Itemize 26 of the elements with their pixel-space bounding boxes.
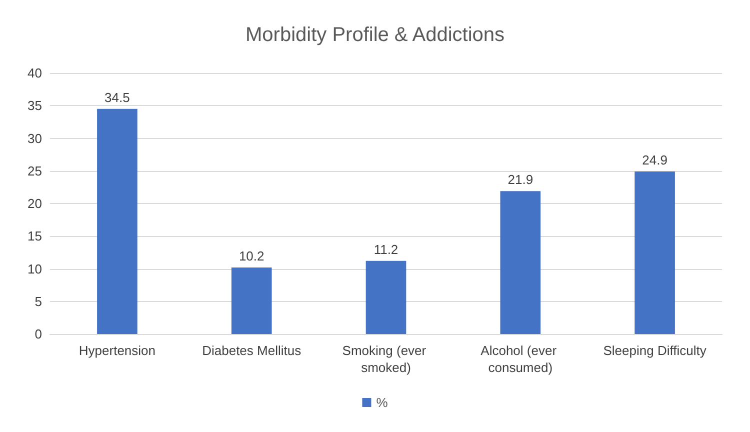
- y-tick-label: 30: [28, 130, 42, 146]
- x-tick-label: Alcohol (ever consumed): [480, 343, 560, 375]
- y-tick-label: 35: [28, 98, 42, 114]
- chart-title: Morbidity Profile & Addictions: [245, 24, 505, 46]
- y-tick-label: 5: [34, 294, 42, 309]
- y-tick-label: 20: [28, 196, 42, 211]
- bar: [97, 108, 138, 334]
- bar: [500, 191, 541, 334]
- x-tick-label: Diabetes Mellitus: [202, 343, 302, 358]
- bar: [231, 267, 272, 334]
- data-label: 24.9: [642, 152, 668, 168]
- y-tick-label: 15: [28, 228, 42, 244]
- y-tick-label: 40: [28, 66, 42, 80]
- x-tick-label: Hypertension: [78, 343, 156, 358]
- x-tick-label: Smoking (ever smoked): [342, 343, 430, 375]
- legend-label: %: [376, 395, 388, 410]
- data-label: 21.9: [508, 172, 534, 188]
- y-tick-label: 10: [28, 261, 42, 276]
- x-tick-label: Sleeping Difficulty: [603, 343, 707, 358]
- data-label: 10.2: [238, 248, 264, 264]
- data-label: 34.5: [104, 90, 130, 105]
- y-tick-label: 25: [28, 163, 42, 178]
- y-tick-label: 0: [34, 326, 42, 342]
- bar: [634, 172, 675, 334]
- data-label: 11.2: [374, 242, 398, 257]
- bar: [366, 260, 406, 334]
